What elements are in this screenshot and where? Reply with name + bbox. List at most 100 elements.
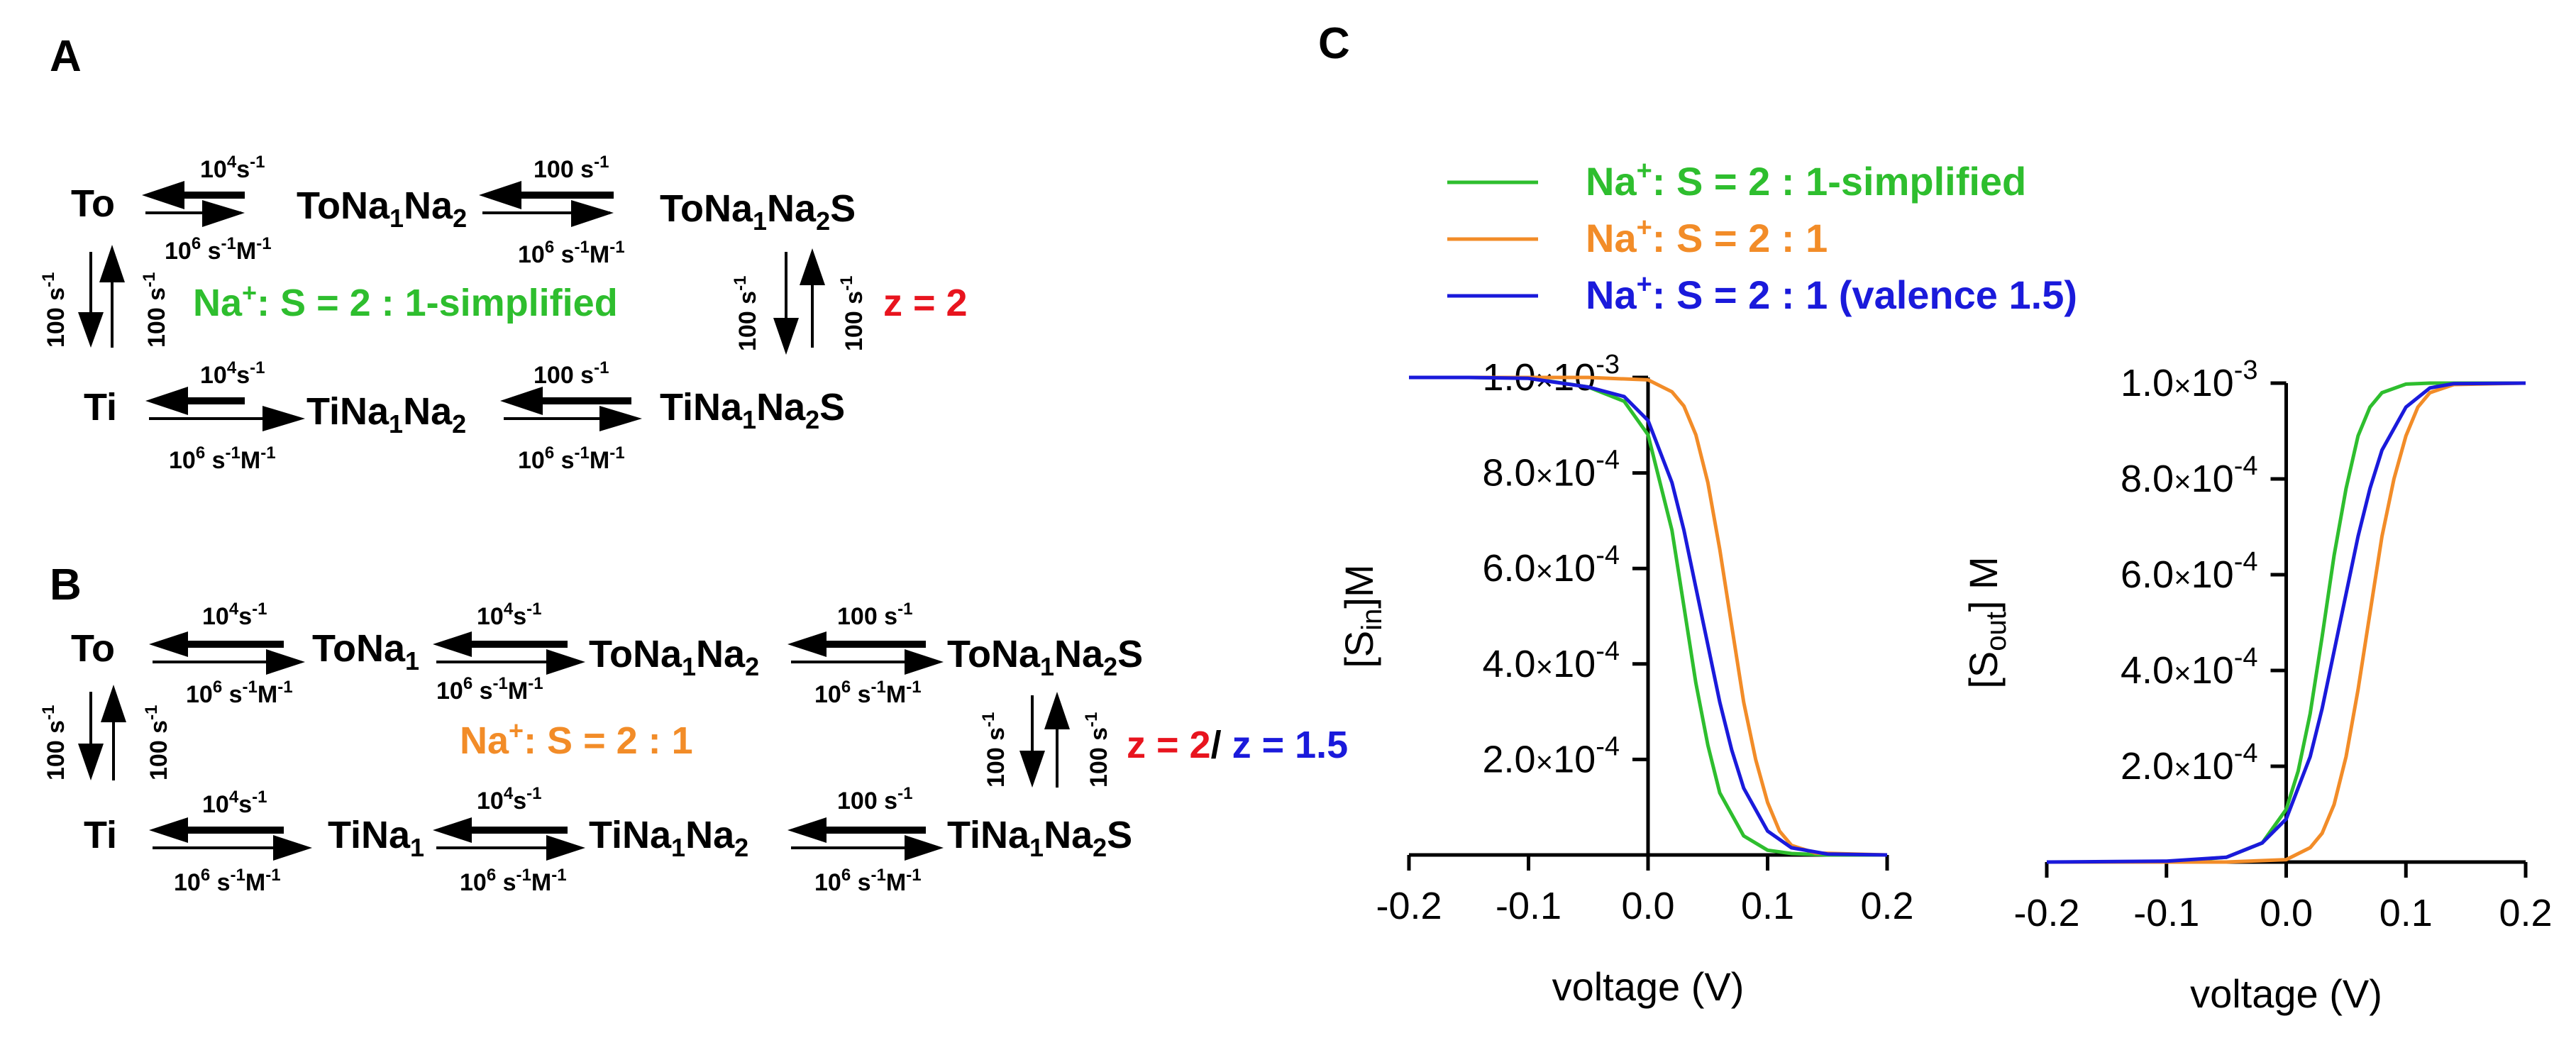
state-ti-na1-na2: TiNa1Na2 — [306, 390, 466, 438]
arrow-pair-a-top-2 — [479, 181, 614, 227]
state-ti-na1-na2-s: TiNa1Na2S — [660, 386, 845, 434]
arrow-pair-b-bottom-2 — [433, 817, 585, 861]
scheme-b-z: z = 2/ z = 1.5 — [1127, 724, 1348, 766]
chart-s-out: -0.2 -0.1 0.0 0.1 0.2 2.0×10-4 4.0×10-4 6.0×10-… — [1961, 355, 2553, 1016]
arrow-pair-a-left — [78, 245, 125, 348]
rate-b-top3-backward: 106 s-1M-1 — [814, 678, 922, 708]
rate-a-left-up: 100 s-1 — [140, 272, 170, 348]
y-axis-label: [Sout] M — [1961, 556, 2012, 688]
rate-labels-b: 104s-1 106 s-1M-1 104s-1 106 s-1M-1 100 … — [39, 600, 1112, 896]
rate-b-top1-backward: 106 s-1M-1 — [186, 678, 293, 708]
series-line-2 — [1409, 375, 1888, 857]
arrow-pair-a-top-1 — [142, 181, 245, 227]
state-b-to-na1-na2: ToNa1Na2 — [589, 633, 759, 681]
x-tick-label: 0.2 — [2499, 892, 2552, 934]
scheme-b-label: Na+: S = 2 : 1 — [460, 716, 693, 762]
x-tick-label: 0.0 — [1621, 885, 1674, 927]
series-line-1 — [1409, 375, 1888, 857]
rate-b-bottom1-forward: 104s-1 — [202, 788, 267, 818]
state-to: To — [71, 182, 115, 225]
x-tick-label: 0.1 — [2379, 892, 2433, 934]
rate-a-top1-backward: 106 s-1M-1 — [165, 234, 272, 265]
rate-a-bottom2-backward: 106 s-1M-1 — [518, 443, 625, 474]
rate-b-top2-backward: 106 s-1M-1 — [436, 674, 543, 705]
rate-b-left-down: 100 s-1 — [39, 705, 70, 780]
series-line-2 — [2046, 381, 2526, 864]
x-tick-label: 0.1 — [1741, 885, 1794, 927]
rate-b-left-up: 100 s-1 — [142, 705, 172, 780]
rate-a-right-up: 100 s-1 — [837, 276, 868, 351]
x-axis-label: voltage (V) — [2190, 971, 2382, 1016]
state-b-ti-na1: TiNa1 — [328, 814, 424, 862]
scheme-a-label: Na+: S = 2 : 1-simplified — [193, 278, 618, 324]
state-b-to-na1: ToNa1 — [312, 627, 419, 675]
state-b-to: To — [71, 627, 115, 670]
arrow-pair-a-bottom-1 — [145, 387, 305, 431]
state-b-ti-na1-na2-s: TiNa1Na2S — [947, 814, 1132, 862]
state-ti: Ti — [84, 386, 117, 429]
scheme-a: To ToNa1Na2 ToNa1Na2S Ti TiNa1Na2 TiNa1N… — [39, 153, 968, 474]
rate-b-top3-forward: 100 s-1 — [837, 600, 912, 630]
y-tick-label: 2.0×10-4 — [1483, 731, 1620, 780]
series-line-1 — [2047, 381, 2526, 864]
rate-b-right-down: 100 s-1 — [979, 712, 1010, 788]
arrow-pair-a-bottom-2 — [500, 387, 642, 431]
y-tick-label: 4.0×10-4 — [2121, 643, 2257, 692]
x-tick-label: 0.2 — [1860, 885, 1913, 927]
y-tick-label: 2.0×10-4 — [2121, 739, 2257, 788]
rate-b-top2-forward: 104s-1 — [477, 600, 541, 630]
y-tick-label: 6.0×10-4 — [1483, 541, 1620, 590]
x-axis-label: voltage (V) — [1552, 964, 1745, 1009]
chart-s-in: -0.2 -0.1 0.0 0.1 0.2 2.0×10-4 4.0×10-4 6.0×10-… — [1337, 350, 1914, 1009]
rate-a-right-down: 100 s-1 — [731, 276, 761, 351]
legend-entry-1: Na+: S = 2 : 1 — [1586, 213, 1828, 260]
y-axis-label: [Sin]M — [1337, 564, 1388, 668]
rate-a-top1-forward: 104s-1 — [200, 153, 265, 183]
state-to-na1-na2: ToNa1Na2 — [297, 184, 467, 233]
rate-a-bottom1-backward: 106 s-1M-1 — [169, 443, 276, 474]
rate-b-bottom2-backward: 106 s-1M-1 — [460, 866, 567, 896]
rate-labels-a: 104s-1 106 s-1M-1 100 s-1 106 s-1M-1 104… — [39, 153, 868, 474]
state-b-to-na1-na2-s: ToNa1Na2S — [947, 633, 1143, 681]
arrow-pair-b-left — [78, 685, 126, 780]
arrow-pair-a-right — [773, 248, 825, 355]
x-tick-label: 0.0 — [2260, 892, 2313, 934]
state-b-ti: Ti — [84, 814, 117, 856]
rate-b-top1-forward: 104s-1 — [202, 600, 267, 630]
rate-a-bottom2-forward: 100 s-1 — [534, 358, 609, 389]
x-tick-label: -0.1 — [1496, 885, 1561, 927]
y-tick-label: 8.0×10-4 — [2121, 451, 2257, 500]
chart-legend: Na+: S = 2 : 1-simplified Na+: S = 2 : 1 N… — [1447, 156, 2077, 317]
rate-a-left-down: 100 s-1 — [39, 272, 70, 348]
y-tick-label: 1.0×10-3 — [2121, 355, 2257, 404]
state-to-na1-na2-s: ToNa1Na2S — [660, 187, 856, 236]
scheme-a-z: z = 2 — [883, 282, 968, 324]
rate-b-bottom3-forward: 100 s-1 — [837, 784, 912, 815]
legend-entry-2: Na+: S = 2 : 1 (valence 1.5) — [1586, 270, 2077, 317]
panel-label-b: B — [50, 561, 82, 609]
arrow-pair-b-top-1 — [149, 631, 305, 675]
arrow-pair-b-top-2 — [433, 631, 585, 675]
arrow-pair-b-top-3 — [787, 631, 944, 675]
rate-b-bottom3-backward: 106 s-1M-1 — [814, 866, 922, 896]
rate-a-bottom1-forward: 104s-1 — [200, 358, 265, 389]
x-tick-label: -0.1 — [2133, 892, 2199, 934]
rate-b-bottom1-backward: 106 s-1M-1 — [174, 866, 281, 896]
y-tick-label: 8.0×10-4 — [1483, 446, 1620, 495]
x-tick-label: -0.2 — [1376, 885, 1442, 927]
arrow-pair-b-bottom-1 — [149, 817, 312, 861]
arrow-pair-b-right — [1019, 692, 1070, 788]
panel-label-c: C — [1318, 19, 1350, 68]
scheme-b: To ToNa1 ToNa1Na2 ToNa1Na2S Ti TiNa1 TiN… — [39, 600, 1348, 896]
rate-b-right-up: 100 s-1 — [1082, 712, 1112, 788]
state-b-ti-na1-na2: TiNa1Na2 — [589, 814, 748, 862]
y-tick-label: 4.0×10-4 — [1483, 636, 1620, 685]
rate-a-top2-forward: 100 s-1 — [534, 153, 609, 183]
panel-label-a: A — [50, 32, 82, 81]
rate-b-bottom2-forward: 104s-1 — [477, 784, 541, 815]
legend-entry-0: Na+: S = 2 : 1-simplified — [1586, 156, 2026, 204]
x-tick-label: -0.2 — [2013, 892, 2079, 934]
y-tick-label: 6.0×10-4 — [2121, 547, 2257, 596]
arrow-pair-b-bottom-3 — [787, 817, 944, 861]
